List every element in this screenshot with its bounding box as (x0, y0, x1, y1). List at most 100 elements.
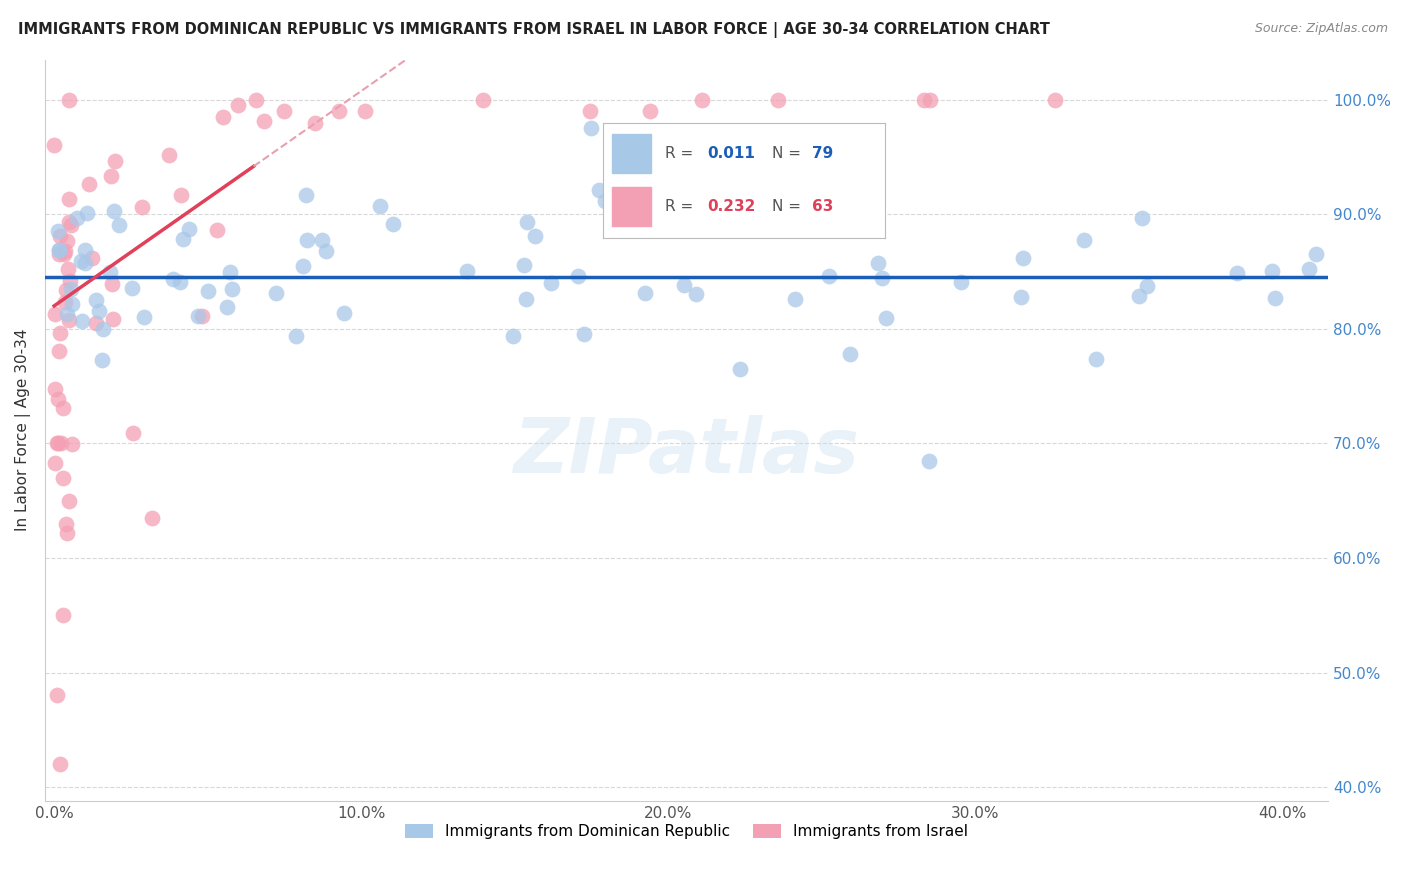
Immigrants from Dominican Republic (657, 193, 679, 207)
Immigrants from Dominican Republic (70, 314, 93, 328)
Immigrants from Dominican Republic (70, 253, 93, 268)
Immigrants from Dominican Republic (588, 183, 610, 197)
Immigrants from Israel (253, 114, 276, 128)
Immigrants from Dominican Republic (93, 322, 115, 336)
Immigrants from Dominican Republic (593, 194, 616, 208)
Immigrants from Dominican Republic (132, 310, 155, 324)
Immigrants from Dominican Republic (197, 284, 219, 298)
Immigrants from Dominican Republic (572, 326, 595, 341)
Immigrants from Israel (766, 93, 789, 107)
Immigrants from Israel (471, 93, 494, 107)
Immigrants from Israel (104, 154, 127, 169)
Immigrants from Israel (55, 516, 77, 531)
Immigrants from Dominican Republic (107, 219, 129, 233)
Immigrants from Israel (638, 104, 661, 119)
Immigrants from Dominican Republic (264, 285, 287, 300)
Immigrants from Israel (58, 93, 80, 107)
Immigrants from Israel (141, 510, 163, 524)
Immigrants from Dominican Republic (73, 256, 96, 270)
Immigrants from Dominican Republic (875, 310, 897, 325)
Immigrants from Dominican Republic (1085, 352, 1108, 367)
Immigrants from Dominican Republic (673, 277, 696, 292)
Immigrants from Israel (53, 244, 76, 258)
Text: ZIPatlas: ZIPatlas (513, 416, 859, 490)
Immigrants from Israel (46, 436, 69, 450)
Immigrants from Israel (77, 178, 100, 192)
Legend: Immigrants from Dominican Republic, Immigrants from Israel: Immigrants from Dominican Republic, Immi… (399, 818, 974, 845)
Immigrants from Israel (918, 93, 941, 107)
Immigrants from Dominican Republic (84, 293, 107, 307)
Immigrants from Dominican Republic (502, 328, 524, 343)
Immigrants from Israel (44, 382, 66, 396)
Immigrants from Israel (100, 169, 122, 184)
Immigrants from Dominican Republic (1298, 261, 1320, 276)
Immigrants from Dominican Republic (66, 211, 89, 226)
Immigrants from Israel (245, 93, 267, 107)
Immigrants from Dominican Republic (315, 244, 337, 258)
Immigrants from Israel (48, 326, 70, 340)
Immigrants from Israel (49, 436, 72, 450)
Immigrants from Dominican Republic (368, 199, 391, 213)
Immigrants from Israel (55, 234, 77, 248)
Immigrants from Dominican Republic (60, 297, 83, 311)
Immigrants from Dominican Republic (46, 224, 69, 238)
Immigrants from Dominican Republic (1264, 291, 1286, 305)
Immigrants from Dominican Republic (567, 268, 589, 283)
Immigrants from Dominican Republic (48, 243, 70, 257)
Immigrants from Israel (84, 316, 107, 330)
Immigrants from Dominican Republic (1136, 278, 1159, 293)
Text: Source: ZipAtlas.com: Source: ZipAtlas.com (1254, 22, 1388, 36)
Text: IMMIGRANTS FROM DOMINICAN REPUBLIC VS IMMIGRANTS FROM ISRAEL IN LABOR FORCE | AG: IMMIGRANTS FROM DOMINICAN REPUBLIC VS IM… (18, 22, 1050, 38)
Immigrants from Dominican Republic (1128, 289, 1150, 303)
Immigrants from Israel (122, 425, 145, 440)
Immigrants from Dominican Republic (1130, 211, 1153, 225)
Immigrants from Dominican Republic (294, 188, 316, 202)
Immigrants from Dominican Republic (285, 329, 308, 343)
Immigrants from Israel (55, 283, 77, 297)
Immigrants from Dominican Republic (524, 228, 547, 243)
Immigrants from Israel (48, 246, 70, 260)
Immigrants from Israel (44, 137, 66, 152)
Immigrants from Dominican Republic (56, 307, 79, 321)
Immigrants from Dominican Republic (918, 453, 941, 467)
Immigrants from Israel (52, 608, 75, 623)
Immigrants from Israel (46, 392, 69, 406)
Immigrants from Israel (207, 222, 229, 236)
Immigrants from Israel (212, 110, 235, 124)
Immigrants from Israel (1043, 93, 1066, 107)
Immigrants from Dominican Republic (581, 121, 603, 136)
Immigrants from Israel (49, 757, 72, 772)
Immigrants from Israel (159, 148, 181, 162)
Immigrants from Dominican Republic (98, 264, 121, 278)
Immigrants from Israel (58, 493, 80, 508)
Immigrants from Israel (100, 277, 122, 292)
Immigrants from Dominican Republic (121, 281, 143, 295)
Immigrants from Israel (690, 93, 713, 107)
Immigrants from Dominican Republic (292, 260, 315, 274)
Immigrants from Dominican Republic (515, 292, 537, 306)
Immigrants from Israel (56, 262, 79, 277)
Immigrants from Israel (59, 274, 82, 288)
Immigrants from Dominican Republic (1226, 266, 1249, 280)
Immigrants from Dominican Republic (1073, 233, 1095, 247)
Immigrants from Dominican Republic (169, 276, 191, 290)
Immigrants from Dominican Republic (1261, 264, 1284, 278)
Immigrants from Israel (170, 187, 193, 202)
Immigrants from Dominican Republic (950, 275, 973, 289)
Immigrants from Dominican Republic (730, 361, 752, 376)
Immigrants from Dominican Republic (295, 233, 318, 247)
Immigrants from Israel (53, 295, 76, 310)
Immigrants from Dominican Republic (172, 232, 194, 246)
Immigrants from Dominican Republic (456, 264, 478, 278)
Immigrants from Dominican Republic (179, 221, 201, 235)
Immigrants from Israel (52, 246, 75, 260)
Immigrants from Israel (328, 104, 350, 119)
Immigrants from Dominican Republic (48, 243, 70, 257)
Immigrants from Dominican Republic (333, 306, 356, 320)
Immigrants from Israel (49, 229, 72, 244)
Immigrants from Dominican Republic (516, 215, 538, 229)
Immigrants from Israel (912, 93, 935, 107)
Y-axis label: In Labor Force | Age 30-34: In Labor Force | Age 30-34 (15, 329, 31, 532)
Immigrants from Dominican Republic (866, 256, 889, 270)
Immigrants from Dominican Republic (91, 353, 114, 368)
